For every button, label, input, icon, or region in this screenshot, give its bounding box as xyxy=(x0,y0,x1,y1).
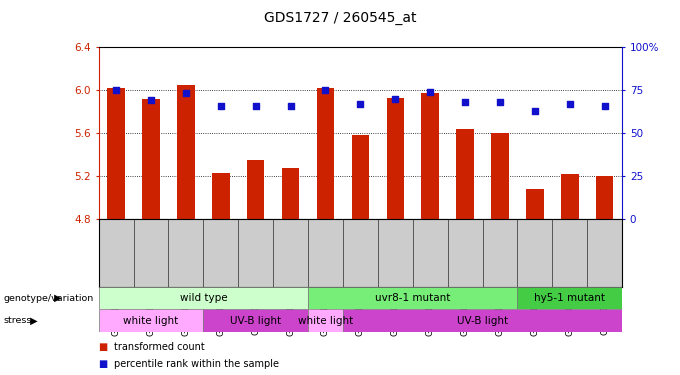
Text: wild type: wild type xyxy=(180,293,227,303)
Bar xyxy=(491,133,509,219)
Bar xyxy=(177,85,194,219)
Bar xyxy=(526,189,544,219)
Point xyxy=(599,102,610,108)
Text: white light: white light xyxy=(123,316,179,326)
Text: white light: white light xyxy=(298,316,353,326)
Point xyxy=(285,102,296,108)
Bar xyxy=(456,129,474,219)
Text: ■: ■ xyxy=(99,342,108,352)
Bar xyxy=(317,88,334,219)
Text: UV-B light: UV-B light xyxy=(457,316,508,326)
Bar xyxy=(282,168,299,219)
Point xyxy=(111,87,122,93)
Point xyxy=(390,96,401,102)
Bar xyxy=(343,309,622,332)
Bar xyxy=(107,88,124,219)
Text: transformed count: transformed count xyxy=(114,342,204,352)
Text: GDS1727 / 260545_at: GDS1727 / 260545_at xyxy=(264,11,416,25)
Point xyxy=(564,101,575,107)
Text: ▶: ▶ xyxy=(51,293,62,303)
Text: ▶: ▶ xyxy=(27,316,38,326)
Text: stress: stress xyxy=(3,316,32,325)
Text: UV-B light: UV-B light xyxy=(230,316,282,326)
Bar xyxy=(142,99,160,219)
Point xyxy=(250,102,261,108)
Point xyxy=(216,102,226,108)
Bar xyxy=(308,309,343,332)
Bar xyxy=(386,98,404,219)
Point xyxy=(460,99,471,105)
Bar xyxy=(99,287,308,309)
Text: genotype/variation: genotype/variation xyxy=(3,294,94,303)
Point xyxy=(355,101,366,107)
Bar xyxy=(517,287,622,309)
Bar xyxy=(352,135,369,219)
Bar xyxy=(422,93,439,219)
Point xyxy=(530,108,541,114)
Bar xyxy=(212,173,230,219)
Bar xyxy=(308,287,517,309)
Bar xyxy=(596,176,613,219)
Bar xyxy=(203,309,308,332)
Point xyxy=(425,89,436,95)
Text: hy5-1 mutant: hy5-1 mutant xyxy=(534,293,605,303)
Text: ■: ■ xyxy=(99,359,108,369)
Point xyxy=(494,99,505,105)
Bar xyxy=(99,309,203,332)
Point xyxy=(146,98,156,104)
Text: percentile rank within the sample: percentile rank within the sample xyxy=(114,359,279,369)
Point xyxy=(180,90,191,96)
Point xyxy=(320,87,331,93)
Bar xyxy=(247,160,265,219)
Text: uvr8-1 mutant: uvr8-1 mutant xyxy=(375,293,450,303)
Bar xyxy=(561,174,579,219)
